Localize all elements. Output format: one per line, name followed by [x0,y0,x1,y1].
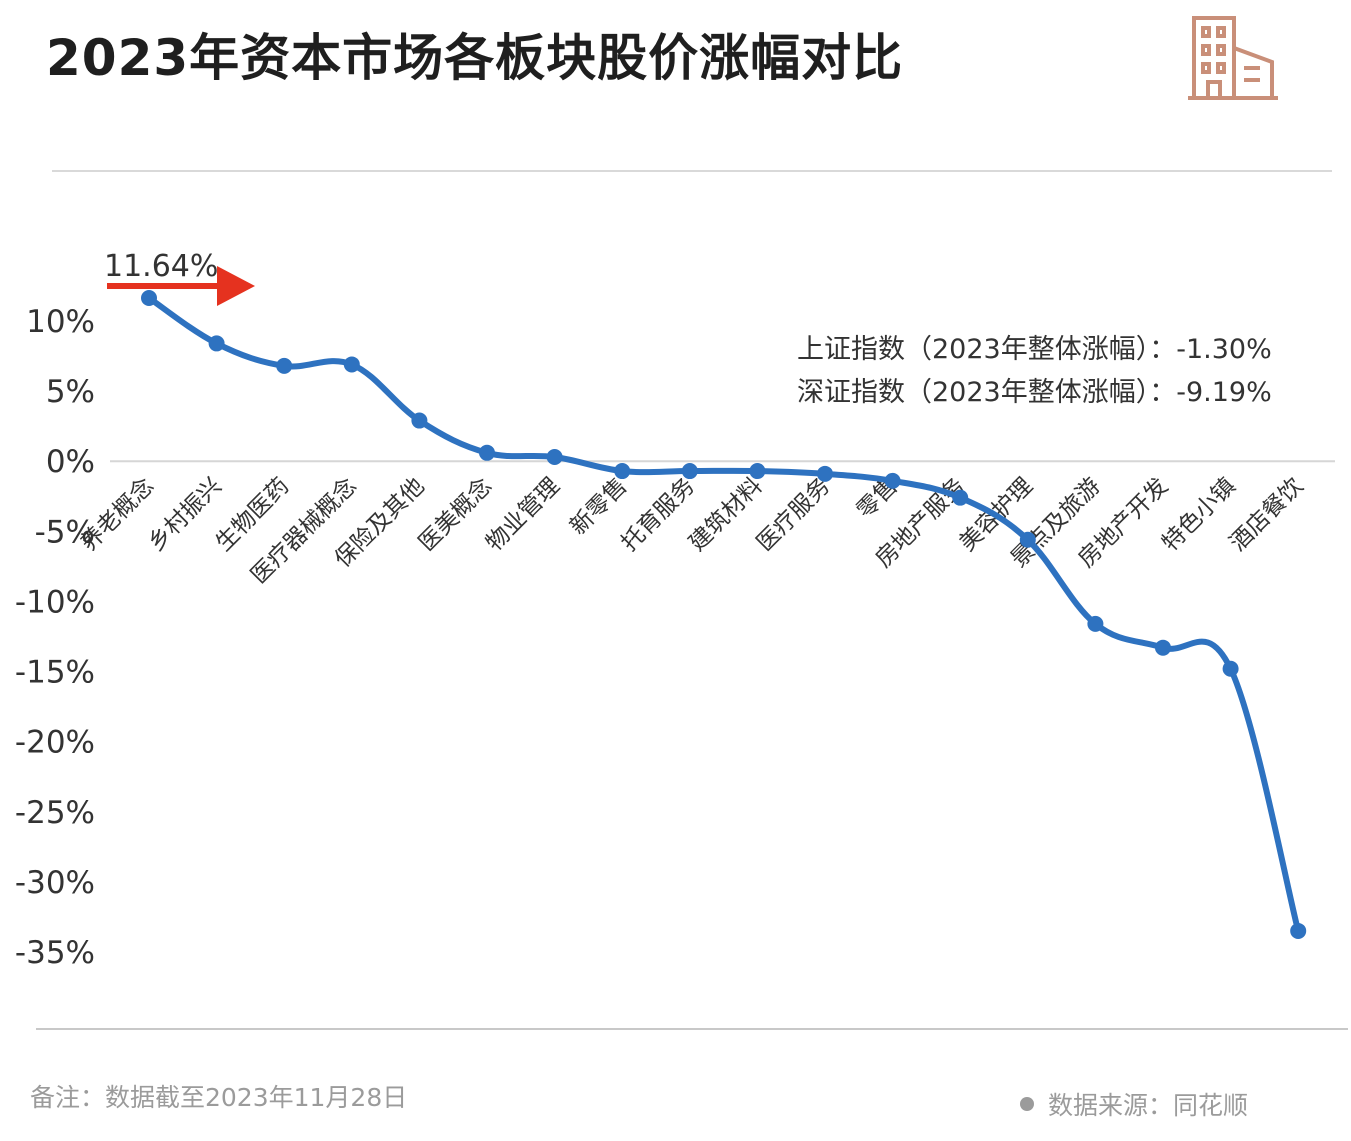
x-tick-label: 特色小镇 [1157,473,1240,556]
data-point [681,463,698,480]
x-tick-label: 物业管理 [481,473,564,556]
data-point [952,489,969,506]
x-tick-label: 医美概念 [414,473,497,556]
x-tick-label: 酒店餐饮 [1225,473,1308,556]
data-point [411,412,428,429]
data-point [1019,531,1036,548]
footnote: 备注：数据截至2023年11月28日 [30,1083,408,1112]
data-point [546,449,563,466]
data-point [817,465,833,482]
y-tick-label: -30% [15,865,95,901]
bottom-divider [36,1028,1348,1030]
top-divider [52,170,1332,172]
data-point [479,444,495,461]
stat-shenzhen: 深证指数（2023年整体涨幅）：-9.19% [797,377,1272,408]
index-stats: 上证指数（2023年整体涨幅）：-1.30% 深证指数（2023年整体涨幅）：-… [797,328,1272,414]
y-tick-label: -35% [15,935,95,971]
data-point [1290,922,1307,939]
data-point [1222,660,1239,677]
y-tick-label: -10% [15,584,95,620]
highlight-arrow [107,266,255,307]
x-tick-label: 建筑材料 [684,473,767,556]
building-icon [1188,16,1278,100]
peak-annotation: 11.64% [104,249,218,284]
data-source-text: 数据来源：同花顺 [1048,1091,1249,1120]
x-tick-label: 新零售 [565,473,632,540]
y-tick-label: 10% [26,304,95,340]
x-tick-label: 托育服务 [617,473,700,556]
y-tick-label: -15% [15,655,95,691]
y-tick-label: -25% [15,795,95,831]
y-tick-label: -5% [35,514,95,550]
y-tick-label: 0% [46,444,95,480]
stat-shanghai: 上证指数（2023年整体涨幅）：-1.30% [797,334,1272,365]
data-point [614,463,631,480]
x-tick-label: 乡村振兴 [143,473,226,556]
data-source: 数据来源：同花顺 [1020,1086,1248,1122]
y-tick-label: 5% [46,374,95,410]
data-point [208,335,225,352]
y-tick-label: -20% [15,725,95,761]
bullet-dot-icon [1020,1097,1034,1111]
data-point [749,463,766,480]
data-point [1155,639,1171,656]
x-tick-label: 医疗服务 [752,473,835,556]
data-point [276,357,293,374]
data-point [884,472,901,489]
data-point [141,290,157,307]
data-point [1087,615,1104,632]
page-title: 2023年资本市场各板块股价涨幅对比 [46,29,904,87]
data-point [343,356,360,373]
